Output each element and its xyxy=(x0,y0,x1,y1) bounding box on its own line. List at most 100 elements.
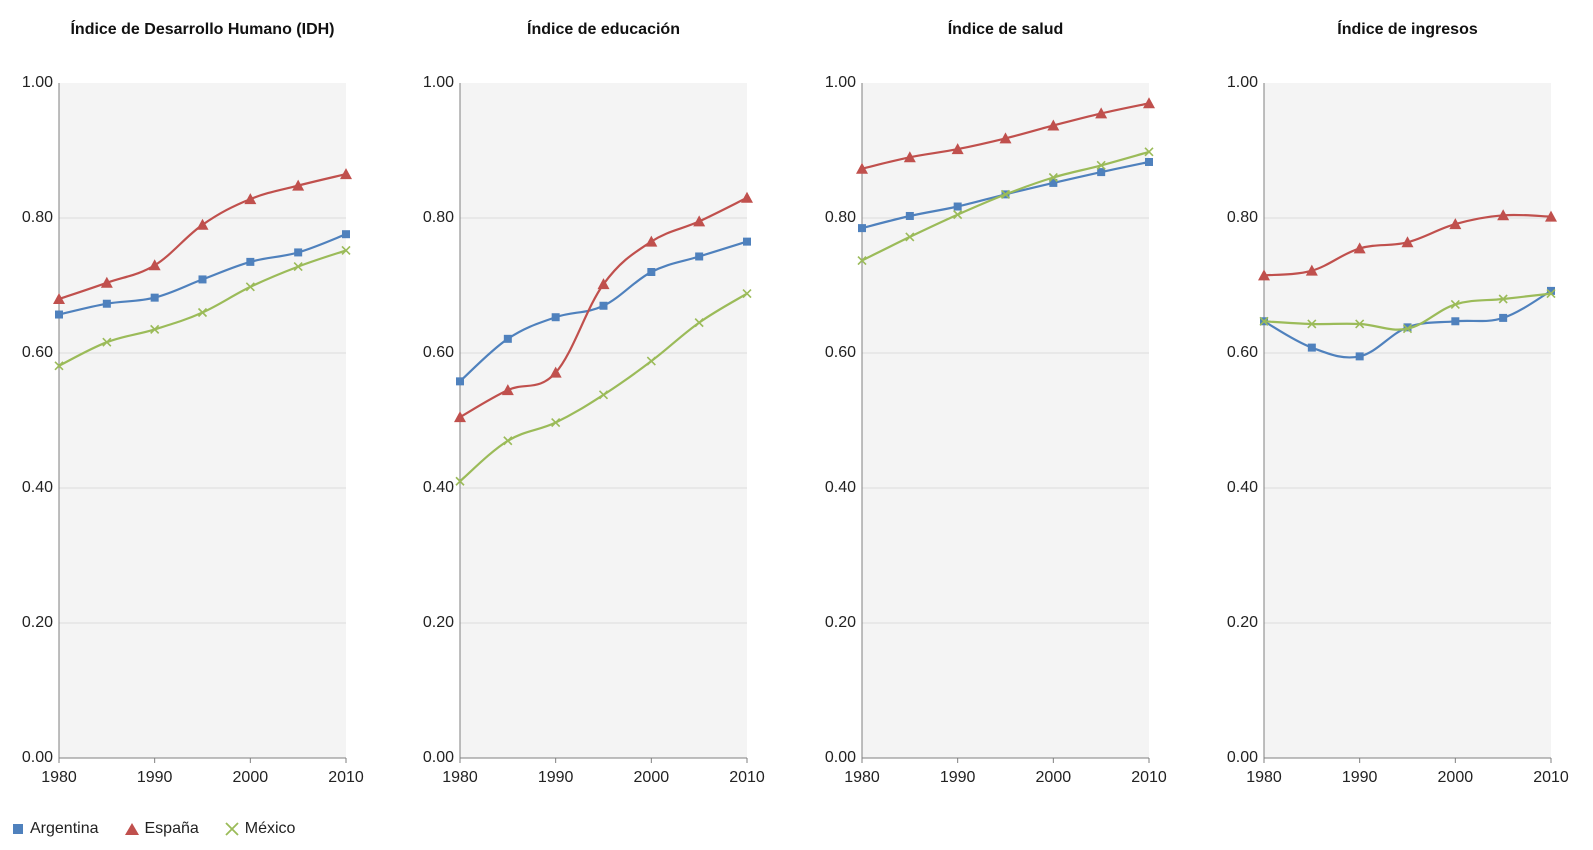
data-point xyxy=(53,293,65,304)
legend-item-argentina[interactable]: Argentina xyxy=(12,820,99,838)
data-point xyxy=(54,361,64,371)
data-point xyxy=(340,168,352,180)
data-point xyxy=(1355,319,1365,329)
data-point xyxy=(1449,218,1462,230)
data-point xyxy=(743,237,751,246)
chart-1: Índice de Desarrollo Humano (IDH) 0.00 0.2… xyxy=(22,19,364,786)
data-point xyxy=(1049,178,1058,187)
plot-area xyxy=(460,83,747,758)
x-tick-label: 1980 xyxy=(844,769,880,786)
data-point xyxy=(857,255,867,266)
data-point xyxy=(454,411,466,423)
data-point xyxy=(1355,352,1364,361)
data-point xyxy=(244,193,257,205)
y-tick-label: 0.40 xyxy=(1227,479,1258,496)
data-point xyxy=(1048,172,1058,183)
data-point xyxy=(858,224,866,233)
data-point xyxy=(1402,324,1413,334)
data-point xyxy=(1000,189,1011,199)
data-point xyxy=(951,143,964,155)
y-tick-label: 0.80 xyxy=(825,209,856,226)
data-point xyxy=(1258,269,1270,281)
data-point xyxy=(647,268,656,276)
legend-label-espana: España xyxy=(144,820,199,837)
data-point xyxy=(102,337,112,347)
x-tick-label: 2010 xyxy=(1131,769,1167,786)
x-tick-label: 1980 xyxy=(442,769,478,786)
data-point xyxy=(503,334,512,343)
data-point xyxy=(1545,210,1557,222)
data-point xyxy=(1498,294,1508,304)
data-point xyxy=(645,235,658,247)
data-point xyxy=(999,132,1012,144)
data-point xyxy=(1497,209,1510,221)
x-tick-label: 1990 xyxy=(137,769,173,786)
data-point xyxy=(1546,289,1556,299)
y-tick-label: 1.00 xyxy=(423,74,454,91)
legend-item-espana[interactable]: España xyxy=(124,820,199,838)
y-tick-label: 0.80 xyxy=(1227,209,1258,226)
triangle-marker-icon xyxy=(124,823,139,835)
x-tick-label: 1980 xyxy=(1246,769,1282,786)
data-point xyxy=(150,324,160,334)
y-tick-label: 0.20 xyxy=(423,614,454,631)
y-tick-label: 0.20 xyxy=(22,614,53,631)
data-point xyxy=(501,384,514,396)
data-point xyxy=(503,436,513,446)
x-tick-label: 2000 xyxy=(1036,769,1072,786)
data-point xyxy=(246,257,255,266)
data-point xyxy=(1145,157,1153,166)
data-point xyxy=(456,377,464,386)
y-tick-label: 0.40 xyxy=(825,479,856,496)
data-point xyxy=(1143,97,1155,109)
chart-legend: Argentina España México xyxy=(12,818,321,840)
data-point xyxy=(1403,323,1412,332)
x-tick-label: 1990 xyxy=(538,769,574,786)
data-point xyxy=(148,259,161,271)
legend-item-mexico[interactable]: México xyxy=(225,820,295,838)
data-point xyxy=(198,275,207,284)
data-point xyxy=(856,162,868,174)
y-tick-label: 0.20 xyxy=(825,614,856,631)
y-tick-label: 0.80 xyxy=(22,209,53,226)
y-tick-label: 0.60 xyxy=(825,344,856,361)
data-point xyxy=(1451,317,1460,326)
x-tick-label: 1990 xyxy=(1342,769,1378,786)
data-point xyxy=(1353,242,1366,254)
data-point xyxy=(598,390,609,400)
y-tick-label: 0.60 xyxy=(22,344,53,361)
data-point xyxy=(551,417,561,428)
plot-area xyxy=(862,83,1149,758)
chart-title: Índice de Desarrollo Humano (IDH) xyxy=(70,19,334,38)
plot-area xyxy=(59,83,346,758)
x-tick-label: 2010 xyxy=(328,769,364,786)
chart-title: Índice de ingresos xyxy=(1337,19,1478,38)
data-point xyxy=(742,289,752,299)
data-point xyxy=(1096,160,1106,170)
x-tick-label: 2010 xyxy=(729,769,765,786)
y-tick-label: 0.60 xyxy=(423,344,454,361)
data-point xyxy=(953,210,963,220)
data-point xyxy=(1305,264,1318,276)
data-point xyxy=(197,307,208,318)
data-point xyxy=(599,301,608,310)
data-point xyxy=(551,313,560,322)
data-point xyxy=(342,230,350,239)
data-point xyxy=(455,476,465,486)
data-point xyxy=(196,218,209,230)
data-point xyxy=(1259,316,1269,326)
data-point xyxy=(694,318,704,328)
data-point xyxy=(55,310,63,319)
data-point xyxy=(905,232,915,242)
chart-2: Índice de educación 0.00 0.20 0.40 0.60 0.80 1… xyxy=(423,19,765,786)
y-tick-label: 1.00 xyxy=(825,74,856,91)
x-tick-label: 2000 xyxy=(634,769,670,786)
y-tick-label: 0.00 xyxy=(423,749,454,766)
data-point xyxy=(905,211,914,220)
data-point xyxy=(292,179,305,191)
x-tick-label: 2000 xyxy=(1438,769,1474,786)
chart-title: Índice de salud xyxy=(948,19,1064,38)
y-tick-label: 0.00 xyxy=(22,749,53,766)
data-point xyxy=(646,356,656,366)
charts-canvas: Índice de Desarrollo Humano (IDH) 0.00 0.2… xyxy=(22,19,1569,786)
